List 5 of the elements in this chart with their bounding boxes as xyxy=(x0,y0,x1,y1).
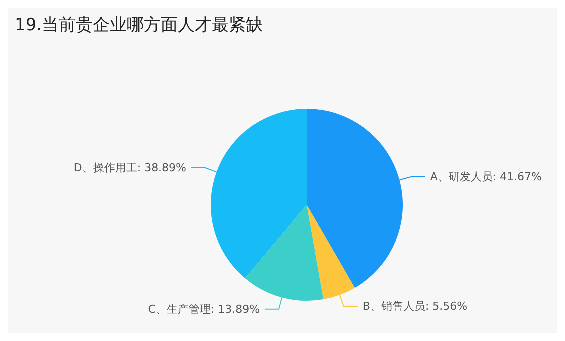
slice-label: A、研发人员: 41.67% xyxy=(430,170,542,184)
chart-title: 19.当前贵企业哪方面人才最紧缺 xyxy=(15,16,264,36)
slice-label: C、生产管理: 13.89% xyxy=(148,302,260,316)
slice-label: B、销售人员: 5.56% xyxy=(362,300,468,313)
slice-label: D、操作用工: 38.89% xyxy=(74,162,187,175)
